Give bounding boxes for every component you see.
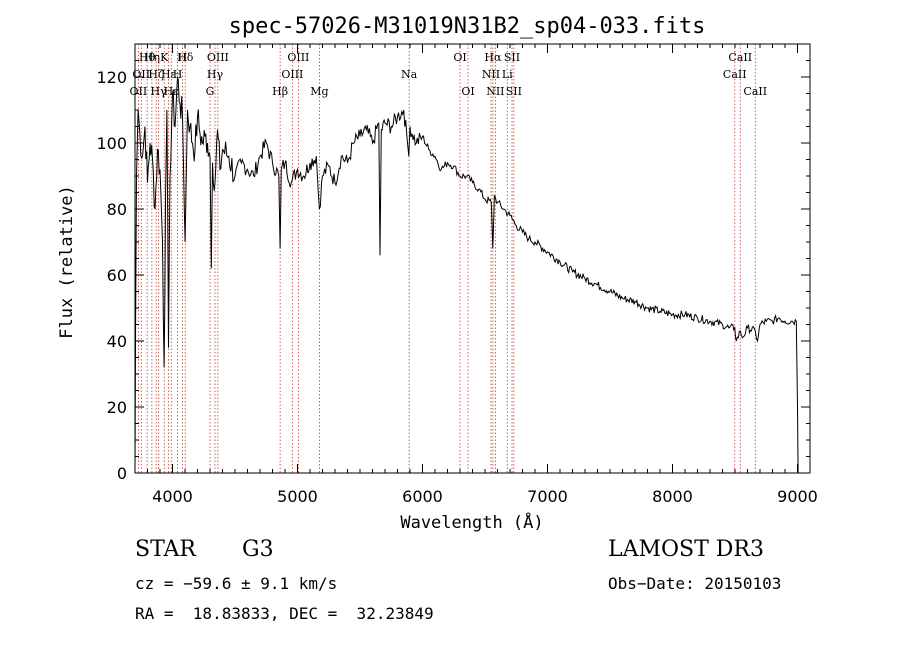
spectral-line-label: OIII [287,51,309,64]
x-tick-label: 6000 [402,487,443,506]
x-tick-label: 9000 [777,487,818,506]
y-axis: 0 20 40 60 80 100 120 [96,43,810,483]
y-tick-label: 60 [107,266,127,285]
x-axis-label: Wavelength (Å) [400,511,543,533]
y-tick-label: 100 [96,134,127,153]
object-subclass: G3 [242,537,274,562]
line-labels: OIIOIIHθHηHζHγKHεHεHHHδGHγOIIIHβOIIIOIII… [130,51,768,98]
x-tick-label: 4000 [152,487,193,506]
spectral-line-label: Mg [310,85,328,98]
x-tick-label: 8000 [652,487,693,506]
observation-date: Obs−Date: 20150103 [608,574,782,593]
spectral-line-label: Hθ [139,51,156,64]
spectral-line-label: Hζ [148,68,164,81]
spectral-line-label: Hε [161,68,177,81]
spectral-line-label: OII [130,85,148,98]
object-class: STAR [135,537,196,562]
redshift-cz: cz = −59.6 ± 9.1 km/s [135,574,338,593]
survey-name: LAMOST DR3 [608,537,764,562]
spectral-line-label: OII [132,68,150,81]
spectral-line-label: Hα [484,51,502,64]
spectral-line-label: K [160,51,169,64]
chart-title: spec-57026-M31019N31B2_sp04-033.fits [229,14,706,39]
spectral-line-label: Hδ [177,51,194,64]
spectral-line-label: Hβ [272,85,288,98]
coordinates: RA = 18.83833, DEC = 32.23849 [135,604,434,623]
spectral-line-label: OI [461,85,474,98]
y-tick-label: 80 [107,200,127,219]
spectral-line-label: G [206,85,215,98]
x-tick-label: 5000 [277,487,318,506]
spectral-line-label: NII [486,85,504,98]
spectral-line-label: SII [506,85,522,98]
plot-frame [134,43,811,474]
y-axis-label: Flux (relative) [57,185,77,339]
spectral-line-label: NII [482,68,500,81]
spectral-line-label: Li [502,68,513,81]
spectral-line-label: SII [504,51,520,64]
x-axis: 4000 5000 6000 7000 8000 9000 [147,44,818,506]
spectral-line-label: H [178,51,188,64]
spectral-line-label: CaII [723,68,747,81]
spectral-line-label: OI [453,51,466,64]
spectral-line-label: Na [401,68,418,81]
y-tick-label: 0 [117,464,127,483]
spectral-line-label: Hγ [151,85,168,98]
spectral-line-label: Hγ [207,68,224,81]
line-markers [137,44,756,473]
spectrum-line [134,76,799,474]
spectral-line-label: H [173,68,183,81]
y-tick-label: 20 [107,398,127,417]
y-tick-label: 40 [107,332,127,351]
spectral-line-label: CaII [743,85,767,98]
spectral-line-label: OIII [281,68,303,81]
x-tick-label: 7000 [527,487,568,506]
spectral-line-label: CaII [728,51,752,64]
spectral-line-label: Hε [164,85,180,98]
spectral-line-label: OIII [207,51,229,64]
spectral-line-label: Hη [144,51,160,64]
y-tick-label: 120 [96,68,127,87]
